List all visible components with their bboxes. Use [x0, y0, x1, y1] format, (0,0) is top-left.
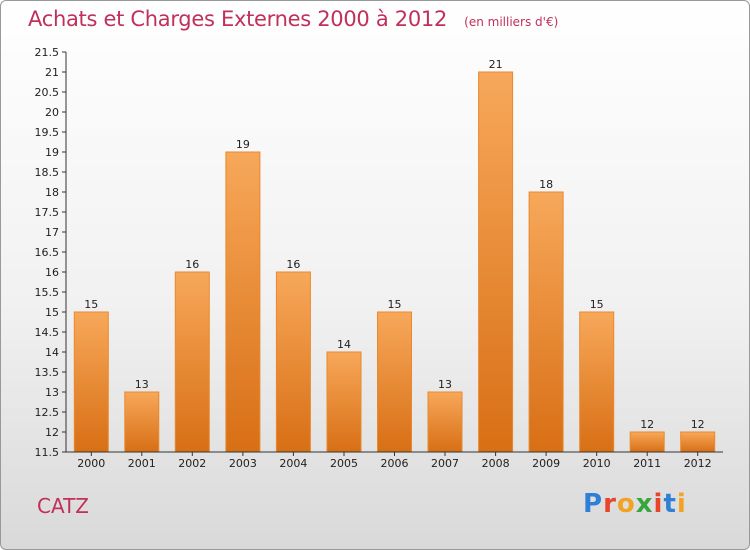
data-label-2000: 15 [84, 298, 98, 311]
data-label-2011: 12 [640, 418, 654, 431]
x-tick-label-2002: 2002 [178, 457, 206, 470]
y-tick-label-14.5: 14.5 [35, 326, 60, 339]
y-tick-label-18: 18 [45, 186, 59, 199]
x-tick-label-2011: 2011 [633, 457, 661, 470]
logo-letter: x [635, 489, 654, 519]
data-label-2012: 12 [691, 418, 705, 431]
data-label-2005: 14 [337, 338, 351, 351]
bars: 15 13 16 19 16 14 15 13 21 18 15 12 12 [73, 58, 716, 453]
proxiti-logo[interactable]: Proxiti [583, 489, 687, 519]
y-tick-label-19.5: 19.5 [35, 126, 60, 139]
data-label-2003: 19 [236, 138, 250, 151]
bar-2001 [124, 391, 160, 453]
x-tick-label-2003: 2003 [229, 457, 257, 470]
y-tick-label-12.5: 12.5 [35, 406, 60, 419]
y-tick-label-21.5: 21.5 [35, 46, 60, 59]
bar-2006 [377, 311, 412, 453]
logo-letter: i [653, 489, 664, 519]
chart-unit: (en milliers d'€) [464, 15, 559, 29]
x-tick-label-2012: 2012 [684, 457, 712, 470]
logo-letter: t [663, 489, 677, 519]
logo-letter: i [676, 489, 687, 519]
bar-2009 [528, 191, 564, 453]
y-tick-label-13.5: 13.5 [35, 366, 60, 379]
logo-letter: r [603, 489, 617, 519]
y-tick-label-17.5: 17.5 [35, 206, 60, 219]
bar-2005 [326, 351, 362, 453]
x-tick-label-2007: 2007 [431, 457, 459, 470]
data-label-2009: 18 [539, 178, 553, 191]
data-label-2008: 21 [489, 58, 503, 71]
y-tick-label-15: 15 [45, 306, 59, 319]
x-tick-label-2005: 2005 [330, 457, 358, 470]
y-tick-label-11.5: 11.5 [35, 446, 60, 459]
bar-2011 [629, 431, 665, 453]
data-label-2010: 15 [590, 298, 604, 311]
data-label-2007: 13 [438, 378, 452, 391]
x-tick-label-2009: 2009 [532, 457, 560, 470]
logo-letter: P [583, 489, 604, 519]
x-tick-label-2006: 2006 [381, 457, 409, 470]
bar-2010 [579, 311, 615, 453]
x-tick-label-2001: 2001 [128, 457, 156, 470]
y-tick-label-14: 14 [45, 346, 59, 359]
city-name: CATZ [37, 494, 90, 518]
x-tick-label-2008: 2008 [482, 457, 510, 470]
data-label-2001: 13 [135, 378, 149, 391]
bar-2008 [478, 71, 514, 453]
bar-2004 [275, 271, 311, 453]
y-tick-label-20: 20 [45, 106, 59, 119]
y-tick-label-21: 21 [45, 66, 59, 79]
data-label-2004: 16 [286, 258, 300, 271]
y-tick-label-13: 13 [45, 386, 59, 399]
y-tick-label-16.5: 16.5 [35, 246, 60, 259]
data-label-2006: 15 [388, 298, 402, 311]
y-tick-label-20.5: 20.5 [35, 86, 60, 99]
chart-title: Achats et Charges Externes 2000 à 2012 [28, 7, 448, 31]
y-tick-label-17: 17 [45, 226, 59, 239]
bar-2000 [73, 311, 109, 453]
bar-2012 [680, 431, 716, 453]
title-line: Achats et Charges Externes 2000 à 2012 (… [28, 7, 558, 31]
y-tick-label-19: 19 [45, 146, 59, 159]
y-tick-label-15.5: 15.5 [35, 286, 60, 299]
data-label-2002: 16 [185, 258, 199, 271]
bar-2003 [225, 151, 261, 453]
x-tick-label-2004: 2004 [279, 457, 307, 470]
bar-2007 [427, 391, 463, 453]
y-tick-label-16: 16 [45, 266, 59, 279]
logo-letter: o [616, 489, 636, 519]
y-tick-label-18.5: 18.5 [35, 166, 60, 179]
bar-2002 [174, 271, 210, 453]
y-tick-label-12: 12 [45, 426, 59, 439]
x-tick-label-2010: 2010 [583, 457, 611, 470]
axes: 2000 2001 2002 2003 2004 2005 2006 2007 2008 2009… [35, 46, 723, 470]
x-tick-label-2000: 2000 [77, 457, 105, 470]
